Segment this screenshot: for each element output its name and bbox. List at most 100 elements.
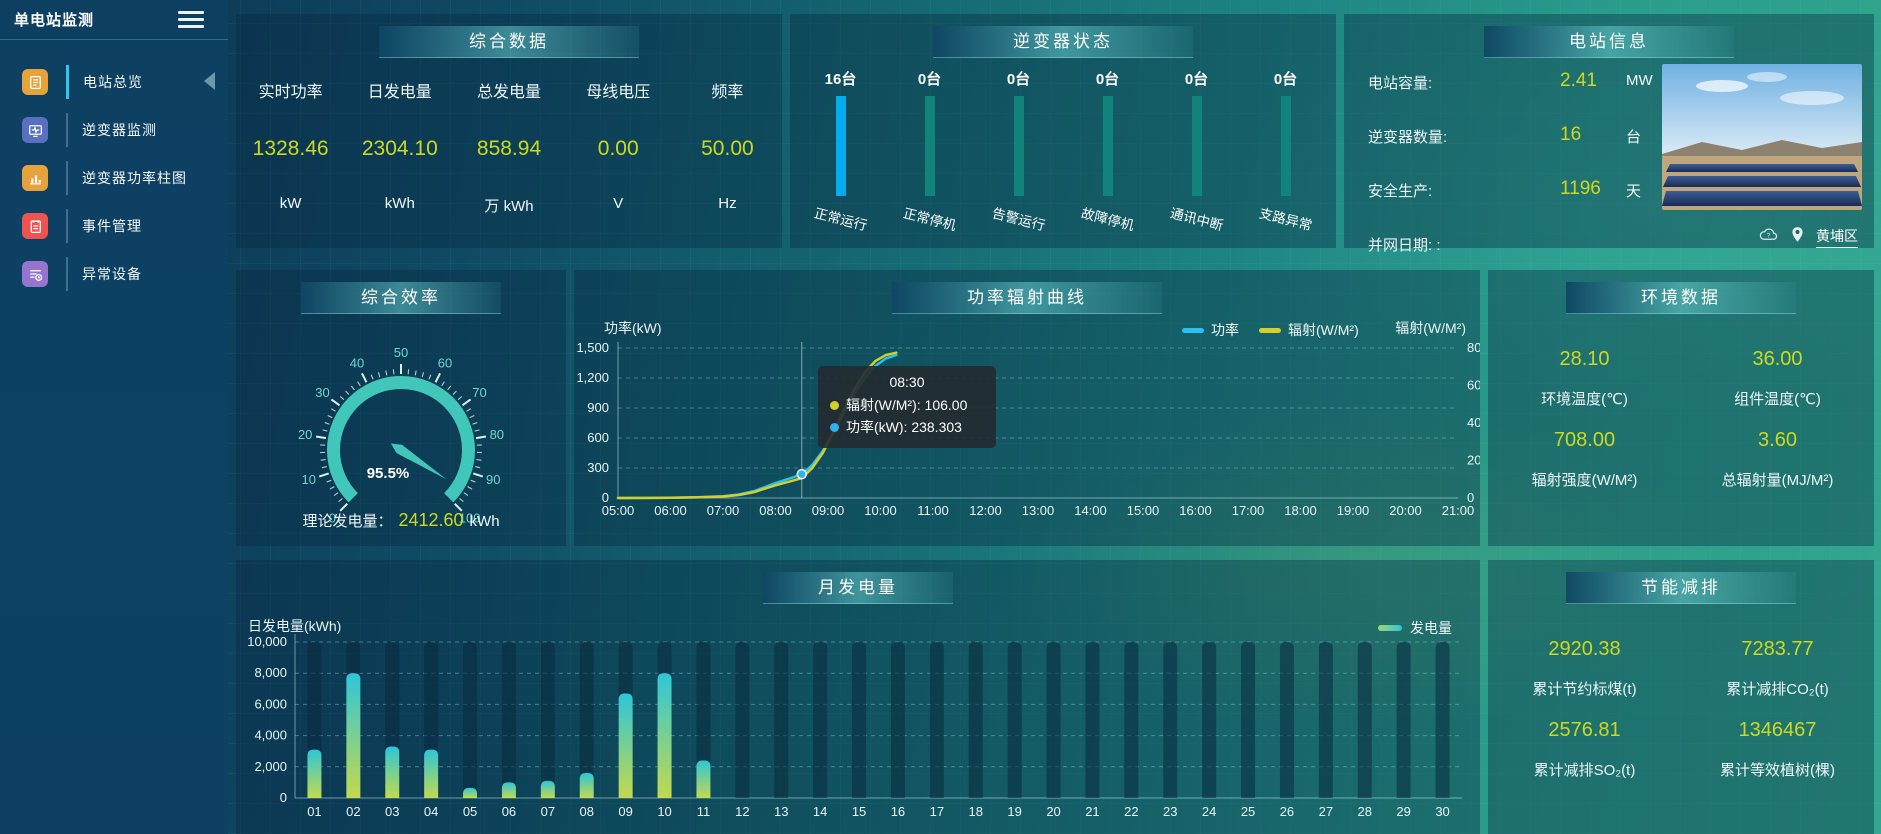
panel-title: 功率辐射曲线	[892, 282, 1162, 314]
legend-item-功率[interactable]: 功率	[1182, 320, 1239, 340]
power-radiation-chart[interactable]: 0 300 600 900 1,200 1,500 0 200 400 600 800 05:00 06…	[574, 270, 1480, 546]
svg-text:04: 04	[424, 804, 438, 819]
metric-累计减排CO₂(t): 7283.77 累计减排CO₂(t)	[1681, 622, 1874, 703]
svg-text:40: 40	[350, 356, 364, 371]
bar-day-10	[657, 673, 672, 798]
right-axis-name: 辐射(W/M²)	[1395, 320, 1466, 336]
panel-title: 月发电量	[763, 572, 953, 604]
svg-text:19: 19	[1007, 804, 1021, 819]
svg-text:25: 25	[1241, 804, 1255, 819]
info-value: 1196	[1560, 178, 1601, 199]
metric-label: 累计减排SO₂(t)	[1533, 762, 1636, 779]
metric-value: 1346467	[1738, 719, 1817, 741]
bar-background	[1241, 642, 1256, 798]
metric-value: 2920.38	[1548, 638, 1621, 660]
sidebar-item-event-management[interactable]: 事件管理	[0, 202, 228, 250]
metric-value: 708.00	[1553, 429, 1616, 451]
tooltip-text: 辐射(W/M²): 106.00	[846, 397, 968, 413]
item-indicator	[66, 161, 68, 195]
legend-swatch	[1378, 625, 1402, 631]
metric-label: 辐射强度(W/M²)	[1531, 472, 1638, 489]
monthly-generation-chart[interactable]: 0 2,000 4,000 6,000 8,000 10,000 01 02 03 04 05 06 0…	[236, 560, 1480, 834]
sidebar-item-label: 逆变器监测	[82, 122, 157, 138]
sidebar-item-abnormal-devices[interactable]: 异常设备	[0, 250, 228, 298]
status-label: 通讯中断	[1168, 205, 1225, 234]
svg-text:2,000: 2,000	[254, 759, 287, 774]
metric-辐射强度(W/M²): 708.00 辐射强度(W/M²)	[1488, 413, 1681, 494]
status-label: 支路异常	[1257, 205, 1314, 234]
svg-text:1,500: 1,500	[576, 340, 609, 355]
bar-background	[1279, 642, 1294, 798]
metric-value: 1328.46	[252, 137, 329, 160]
sidebar-item-inverter-power-bars[interactable]: 逆变器功率柱图	[0, 154, 228, 202]
location-pin-icon[interactable]	[1791, 226, 1804, 248]
gauge-ring	[327, 376, 475, 503]
svg-text:11:00: 11:00	[917, 503, 949, 518]
metric-label: 累计减排CO₂(t)	[1726, 681, 1829, 698]
station-info-row: 电站容量: 2.41 MW	[1368, 70, 1658, 126]
notebook-icon	[22, 213, 48, 239]
inverter-status-chart[interactable]: 16台 正常运行 0台 正常停机 0台 告警运行 0台 故障停机 0台 通讯中断 0台 支路异常	[796, 54, 1330, 248]
bar-background	[540, 642, 555, 798]
svg-text:08:00: 08:00	[759, 503, 792, 518]
status-bar	[1280, 96, 1291, 196]
svg-text:20: 20	[298, 427, 312, 442]
svg-text:07:00: 07:00	[707, 503, 740, 518]
svg-text:14:00: 14:00	[1074, 503, 1107, 518]
status-count: 0台	[1273, 71, 1298, 88]
panel-title: 节能减排	[1566, 572, 1796, 604]
station-photo	[1662, 64, 1862, 210]
bar-background	[1046, 642, 1061, 798]
panel-title: 综合效率	[301, 282, 501, 314]
info-label: 安全生产:	[1368, 183, 1433, 200]
bar-day-09	[618, 693, 633, 798]
metric-label: 组件温度(℃)	[1734, 391, 1821, 408]
status-label: 正常停机	[901, 205, 958, 234]
svg-text:28: 28	[1358, 804, 1372, 819]
svg-text:05:00: 05:00	[602, 503, 635, 518]
legend-item-辐射(W/M²)[interactable]: 辐射(W/M²)	[1259, 320, 1359, 340]
tooltip-time: 08:30	[889, 374, 925, 390]
theoretical-generation-value: 2412.60	[398, 510, 464, 530]
inverter-status-通讯中断: 0台通讯中断	[1152, 54, 1241, 248]
svg-text:23: 23	[1163, 804, 1177, 819]
bar-background	[696, 642, 711, 798]
metric-实时功率: 实时功率 1328.46 kW	[236, 58, 345, 248]
status-bar	[835, 96, 846, 196]
sidebar-collapse-arrow[interactable]	[204, 72, 215, 90]
status-count: 0台	[1184, 71, 1209, 88]
station-info-row: 并网日期: :	[1368, 234, 1658, 288]
bar-day-07	[540, 780, 555, 798]
sidebar-item-inverter-monitor[interactable]: 逆变器监测	[0, 106, 228, 154]
location-name[interactable]: 黄埔区	[1816, 226, 1858, 248]
bar-day-08	[579, 773, 594, 798]
bar-day-11	[696, 760, 711, 798]
svg-text:02: 02	[346, 804, 360, 819]
sidebar-item-station-overview[interactable]: 电站总览	[0, 58, 228, 106]
metric-value: 2304.10	[361, 137, 438, 160]
legend-swatch	[1259, 327, 1281, 333]
chart-legend-item[interactable]: 发电量	[1378, 618, 1452, 638]
metric-label: 实时功率	[258, 84, 323, 101]
chart-legend: 功率 辐射(W/M²)	[1182, 320, 1359, 340]
svg-text:19:00: 19:00	[1337, 503, 1370, 518]
cloud-icon[interactable]: ?	[1758, 227, 1779, 247]
svg-text:0: 0	[280, 790, 287, 805]
bar-background	[1357, 642, 1372, 798]
svg-text:16: 16	[891, 804, 905, 819]
status-count: 16台	[824, 71, 857, 88]
svg-text:26: 26	[1280, 804, 1294, 819]
svg-text:600: 600	[587, 430, 609, 445]
svg-text:60: 60	[438, 356, 452, 371]
efficiency-gauge: 0 10 20 30 40 50 60 70 80 90 100 95.5%	[298, 345, 504, 526]
panel-title: 环境数据	[1566, 282, 1796, 314]
menu-toggle-icon[interactable]	[178, 11, 204, 32]
status-count: 0台	[917, 71, 942, 88]
metric-label: 总发电量	[477, 84, 542, 101]
status-label: 告警运行	[990, 205, 1047, 234]
metric-环境温度(℃): 28.10 环境温度(℃)	[1488, 332, 1681, 413]
bar-day-01	[307, 749, 322, 798]
metric-value: 50.00	[701, 137, 754, 160]
info-unit: 天	[1626, 183, 1642, 200]
svg-text:800: 800	[1467, 340, 1480, 355]
